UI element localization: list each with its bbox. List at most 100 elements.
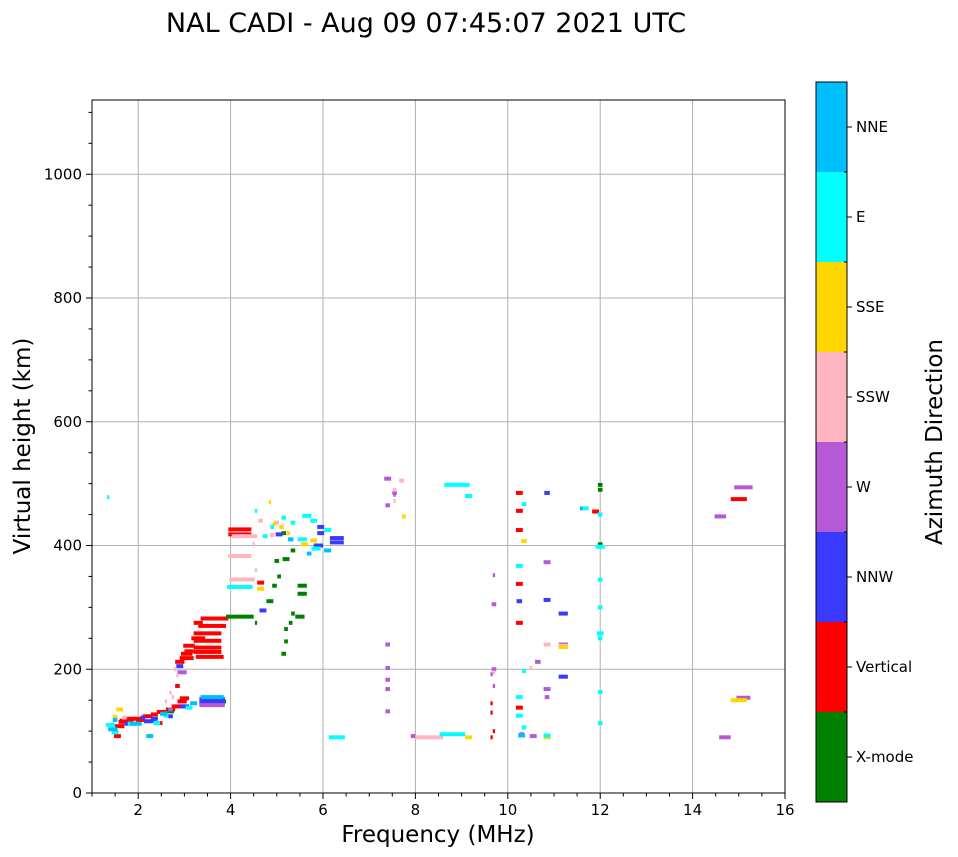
echo-mark [175,659,185,664]
echo-mark [465,494,472,498]
y-axis-label: Virtual height (km) [10,338,36,555]
echo-mark [179,696,190,701]
echo-mark [490,735,493,740]
echo-mark [491,667,497,672]
echo-mark [257,586,265,591]
echo-mark [491,602,497,607]
echo-mark [116,707,124,712]
echo-mark [384,476,392,481]
colorbar-tick-label: NNW [856,568,893,586]
echo-mark [258,518,263,523]
echo-mark [112,714,118,719]
y-tick-label: 0 [72,784,82,802]
x-tick-label: 14 [683,801,702,819]
echo-mark [439,732,466,737]
echo-mark [492,573,496,578]
y-tick-label: 200 [53,660,82,678]
echo-mark [193,645,222,650]
echo-mark [719,735,731,740]
echo-mark [543,597,551,602]
y-axis: 0 200 400 600 800 1000 [44,111,92,802]
echo-mark [306,551,312,556]
chart-title: NAL CADI - Aug 09 07:45:07 2021 UTC [166,8,686,39]
echo-mark [301,542,308,547]
echo-mark [297,591,307,596]
echo-mark [185,705,193,710]
echo-mark [490,672,493,677]
echo-mark [200,616,229,621]
echo-mark [597,690,603,695]
x-tick-label: 12 [591,801,610,819]
colorbar-segment [816,262,847,352]
echo-mark [543,687,551,692]
echo-mark [153,721,161,726]
echo-mark [492,670,496,675]
colorbar-tick-label: W [856,478,871,496]
echo-mark [529,734,537,739]
echo-mark [529,666,533,671]
echo-mark [231,534,258,539]
grid-lines [92,100,785,793]
echo-mark [130,721,142,726]
echo-mark [184,649,194,654]
echo-mark [310,538,318,543]
echo-mark [177,670,187,675]
echo-mark [105,722,116,727]
echo-mark [385,503,390,508]
x-tick-label: 4 [226,801,236,819]
echo-mark [198,623,226,628]
echo-mark [252,542,255,547]
echo-mark [225,614,254,619]
series-nne [108,506,584,739]
x-tick-label: 10 [498,801,517,819]
echo-mark [313,543,323,548]
echo-mark [199,703,225,708]
echo-mark [515,695,523,700]
echo-mark [295,614,305,619]
echo-mark [112,717,118,722]
echo-mark [597,636,603,641]
echo-mark [107,495,110,500]
y-tick-label: 400 [53,537,82,555]
echo-mark [200,695,224,700]
echo-mark [115,724,125,729]
echo-mark [126,716,141,721]
echo-mark [392,487,397,492]
echo-mark [279,524,284,529]
echo-mark [492,729,496,734]
echo-mark [191,636,206,641]
echo-mark [597,487,603,492]
echo-mark [281,515,287,520]
echo-mark [714,514,727,519]
series-w [168,476,753,740]
colorbar-segment [816,82,847,172]
echo-mark [113,734,121,739]
echo-mark [160,711,168,716]
colorbar-tick-label: NNE [856,118,888,136]
echo-mark [228,527,252,532]
echo-mark [385,666,390,671]
echo-mark [515,490,523,495]
echo-mark [518,733,526,738]
echo-mark [143,719,156,724]
echo-mark [193,631,222,636]
echo-mark [465,735,472,740]
echo-mark [558,674,568,679]
echo-mark [180,651,193,656]
echo-mark [281,531,287,536]
echo-mark [288,620,293,625]
colorbar-segment [816,622,847,712]
echo-mark [544,490,550,495]
echo-mark [171,704,184,709]
colorbar-segment [816,712,847,802]
colorbar-segment [816,172,847,262]
echo-mark [730,698,747,703]
echo-mark [490,710,493,715]
y-tick-label: 800 [53,289,82,307]
colorbar-segment [816,532,847,622]
echo-mark [150,716,158,721]
echo-mark [168,707,173,712]
echo-mark [385,677,390,682]
echo-mark [287,537,294,542]
echo-mark [444,482,470,487]
